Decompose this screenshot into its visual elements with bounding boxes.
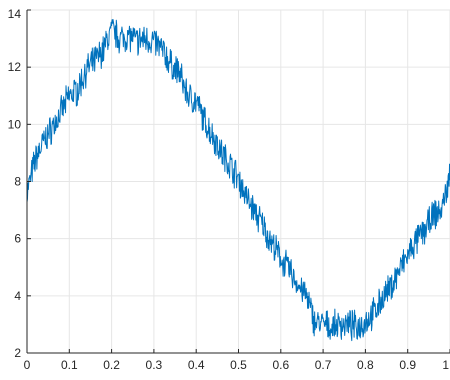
y-tick-label: 4 xyxy=(14,289,21,303)
x-tick-label: 0.1 xyxy=(61,358,78,372)
y-tick-label: 8 xyxy=(14,175,21,189)
x-tick-label: 0.8 xyxy=(357,358,374,372)
x-tick-label: 0.3 xyxy=(146,358,163,372)
x-tick-label: 0.9 xyxy=(399,358,416,372)
y-tick-label: 6 xyxy=(14,232,21,246)
x-tick-label: 0.4 xyxy=(188,358,205,372)
y-tick-label: 14 xyxy=(8,7,22,21)
x-tick-label: 1 xyxy=(442,358,449,372)
y-tick-label: 12 xyxy=(8,60,22,74)
y-tick-label: 10 xyxy=(8,117,22,131)
x-tick-label: 0.2 xyxy=(103,358,120,372)
x-tick-label: 0.6 xyxy=(272,358,289,372)
y-tick-label: 2 xyxy=(14,346,21,360)
x-tick-label: 0.5 xyxy=(230,358,247,372)
x-tick-label: 0.7 xyxy=(315,358,332,372)
x-tick-label: 0 xyxy=(24,358,31,372)
